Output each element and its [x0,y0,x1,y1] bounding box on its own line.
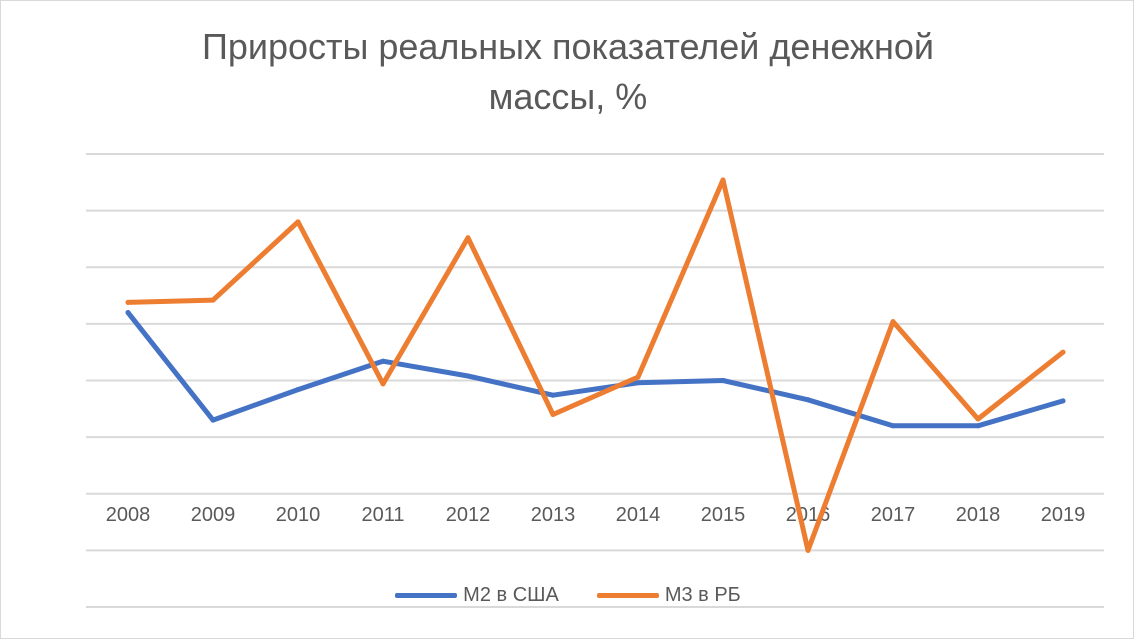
data-point [295,219,301,225]
data-point [890,423,896,429]
x-tick-label: 2014 [616,504,661,526]
x-tick-label: 2011 [361,504,404,526]
data-point [210,417,216,423]
chart-title: Приросты реальных показателей денежной м… [0,22,1136,122]
x-tick-label: 2018 [956,504,1001,526]
data-point [465,235,471,241]
data-point [635,374,641,380]
chart-title-line-2: массы, % [488,76,648,117]
data-point [295,387,301,393]
legend-swatch-m2-usa [395,593,458,598]
x-tick-label: 2008 [106,504,151,526]
data-point [975,423,981,429]
legend-item-m2-usa[interactable]: М2 в США [395,584,559,607]
legend: М2 в США М3 в РБ [0,584,1136,607]
data-point [550,411,556,417]
data-point [805,547,811,553]
data-point [975,416,981,422]
data-point [1060,398,1066,404]
data-point [635,380,641,386]
legend-item-m3-rb[interactable]: М3 в РБ [596,584,741,607]
x-tick-label: 2013 [531,504,576,526]
data-point [465,373,471,379]
x-axis-tick-labels: 2008 2009 2010 2011 2012 2013 2014 2015 2016 2017… [106,504,1086,526]
data-point [125,299,131,305]
x-tick-label: 2012 [446,504,491,526]
x-tick-label: 2017 [871,504,916,526]
data-point [380,381,386,387]
series-line-m3-rb [125,177,1066,553]
series-lines [125,177,1066,553]
data-point [125,310,131,316]
x-tick-label: 2015 [701,504,746,526]
series-line-m2-usa [125,310,1066,429]
gridlines [86,153,1104,608]
legend-label-m2-usa: М2 в США [463,584,559,606]
x-tick-label: 2019 [1041,504,1086,526]
data-point [210,297,216,303]
data-point [890,319,896,325]
legend-swatch-m3-rb [596,593,659,598]
legend-label-m3-rb: М3 в РБ [664,584,741,606]
x-tick-label: 2009 [191,504,236,526]
chart-title-line-1: Приросты реальных показателей денежной [201,26,935,67]
data-point [1060,349,1066,355]
data-point [720,177,726,183]
data-point [720,378,726,383]
data-point [380,358,386,364]
x-tick-label: 2010 [276,504,321,526]
data-point [805,397,811,403]
data-point [550,392,556,398]
